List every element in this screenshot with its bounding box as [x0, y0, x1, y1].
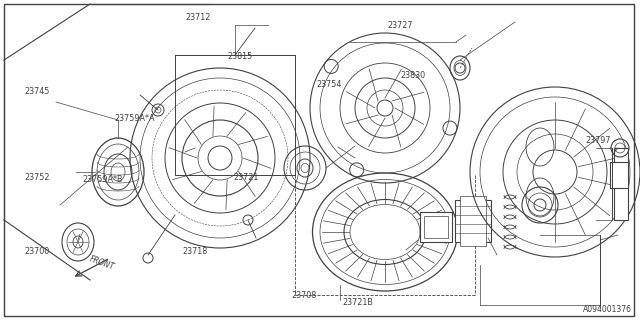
Text: 23718: 23718: [182, 247, 207, 256]
Bar: [420, 212, 452, 242]
Text: A094001376: A094001376: [583, 305, 632, 314]
Text: 23759A*B: 23759A*B: [82, 175, 122, 184]
Text: 23712: 23712: [186, 13, 211, 22]
Bar: [424, 216, 448, 238]
Text: FRONT: FRONT: [88, 254, 116, 272]
Bar: [610, 162, 628, 188]
Text: 23700: 23700: [24, 247, 49, 256]
Text: 23797: 23797: [586, 136, 611, 145]
Text: 23745: 23745: [24, 87, 50, 96]
Text: 23727: 23727: [387, 21, 413, 30]
Bar: [460, 196, 486, 246]
Text: 23830: 23830: [400, 71, 425, 80]
Text: 23752: 23752: [24, 173, 50, 182]
Bar: [455, 200, 491, 242]
Text: 23754: 23754: [317, 80, 342, 89]
Text: 23708: 23708: [291, 292, 316, 300]
Text: 23721: 23721: [234, 173, 259, 182]
Bar: [614, 148, 628, 220]
Text: 23815: 23815: [227, 52, 252, 60]
Text: 23721B: 23721B: [342, 298, 373, 307]
Text: 23759A*A: 23759A*A: [114, 114, 154, 123]
